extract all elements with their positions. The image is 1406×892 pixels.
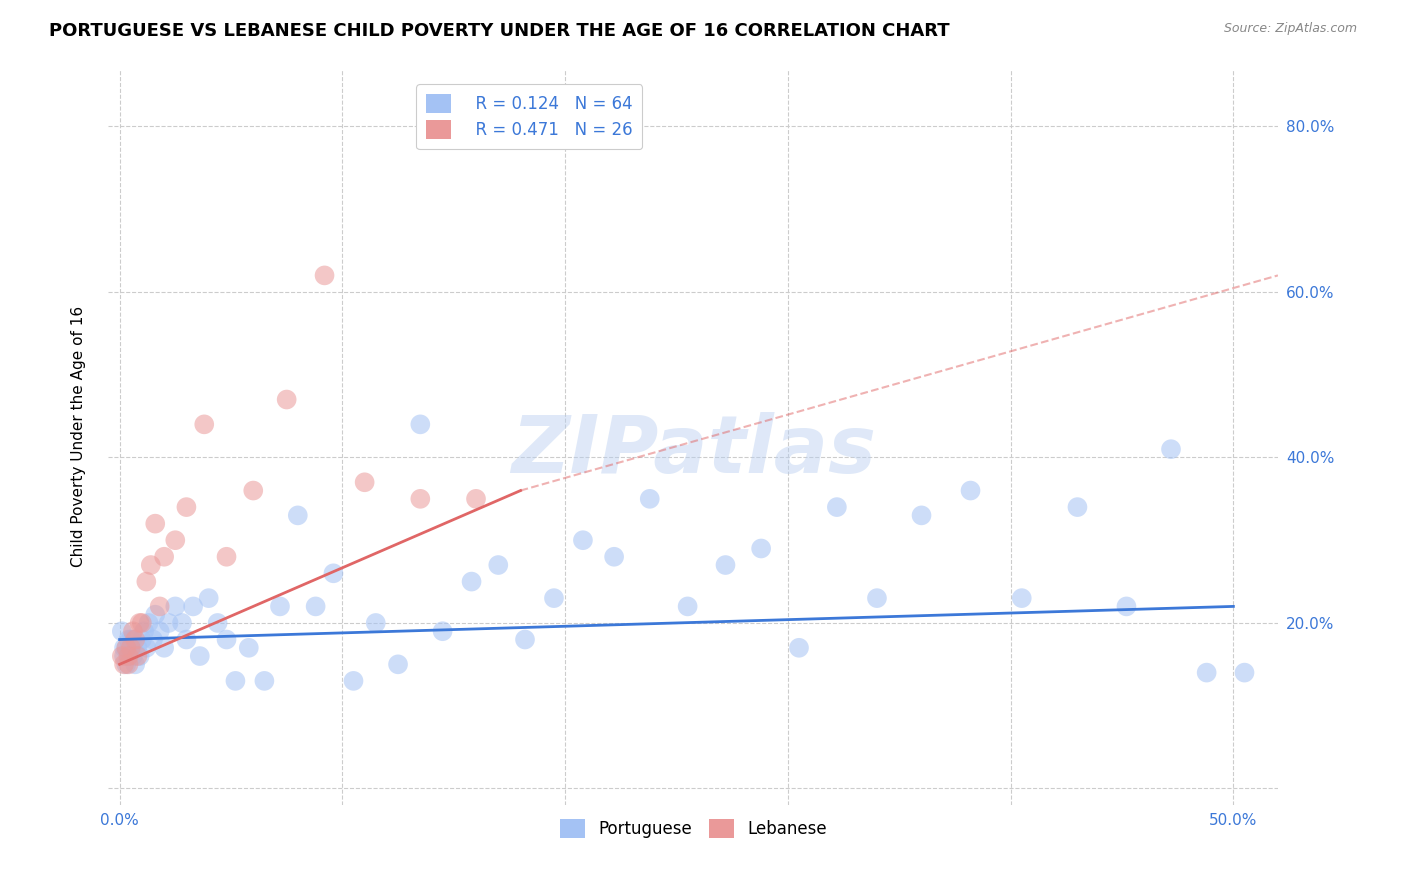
Point <box>207 615 229 630</box>
Point <box>513 632 536 647</box>
Point <box>910 508 932 523</box>
Point <box>432 624 454 639</box>
Point <box>122 648 145 663</box>
Point <box>409 417 432 432</box>
Point <box>143 607 166 622</box>
Point <box>117 648 139 663</box>
Point <box>276 392 298 407</box>
Point <box>465 491 488 506</box>
Point <box>149 624 172 639</box>
Point <box>111 648 134 663</box>
Text: Source: ZipAtlas.com: Source: ZipAtlas.com <box>1223 22 1357 36</box>
Point <box>117 657 139 672</box>
Point <box>287 508 309 523</box>
Point <box>131 615 153 630</box>
Point <box>149 599 172 614</box>
Point <box>353 475 375 490</box>
Point <box>170 615 193 630</box>
Point <box>387 657 409 672</box>
Point <box>1195 665 1218 680</box>
Point <box>115 640 138 655</box>
Point <box>127 648 149 663</box>
Point <box>120 640 142 655</box>
Point <box>342 673 364 688</box>
Point <box>115 657 138 672</box>
Point <box>165 599 187 614</box>
Point <box>224 673 246 688</box>
Point <box>638 491 661 506</box>
Point <box>135 574 157 589</box>
Point <box>486 558 509 572</box>
Point <box>112 640 135 655</box>
Point <box>135 640 157 655</box>
Point <box>825 500 848 515</box>
Point <box>749 541 772 556</box>
Point <box>131 632 153 647</box>
Point <box>364 615 387 630</box>
Point <box>138 615 160 630</box>
Point <box>165 533 187 548</box>
Point <box>787 640 810 655</box>
Point <box>1011 591 1033 606</box>
Point <box>714 558 737 572</box>
Point <box>139 558 162 572</box>
Point <box>1160 442 1182 457</box>
Legend: Portuguese, Lebanese: Portuguese, Lebanese <box>553 812 834 845</box>
Point <box>304 599 326 614</box>
Point <box>127 640 149 655</box>
Text: PORTUGUESE VS LEBANESE CHILD POVERTY UNDER THE AGE OF 16 CORRELATION CHART: PORTUGUESE VS LEBANESE CHILD POVERTY UND… <box>49 22 950 40</box>
Point <box>188 648 211 663</box>
Point <box>242 483 264 498</box>
Point <box>176 500 198 515</box>
Point <box>117 648 139 663</box>
Y-axis label: Child Poverty Under the Age of 16: Child Poverty Under the Age of 16 <box>72 306 86 567</box>
Point <box>176 632 198 647</box>
Point <box>603 549 626 564</box>
Point <box>1066 500 1088 515</box>
Point <box>460 574 482 589</box>
Point <box>1115 599 1137 614</box>
Point <box>238 640 260 655</box>
Point <box>124 657 146 672</box>
Point <box>572 533 595 548</box>
Point <box>193 417 215 432</box>
Point <box>122 624 145 639</box>
Point <box>197 591 219 606</box>
Point <box>120 632 142 647</box>
Point <box>157 615 180 630</box>
Text: ZIPatlas: ZIPatlas <box>510 412 876 491</box>
Point <box>269 599 291 614</box>
Point <box>959 483 981 498</box>
Point <box>128 648 150 663</box>
Point <box>543 591 565 606</box>
Point <box>1233 665 1256 680</box>
Point <box>314 268 336 283</box>
Point <box>215 632 238 647</box>
Point <box>181 599 204 614</box>
Point <box>153 640 176 655</box>
Point <box>112 657 135 672</box>
Point <box>143 516 166 531</box>
Point <box>115 640 138 655</box>
Point <box>322 566 344 581</box>
Point <box>112 648 135 663</box>
Point <box>676 599 699 614</box>
Point <box>128 615 150 630</box>
Point <box>215 549 238 564</box>
Point <box>866 591 889 606</box>
Point <box>253 673 276 688</box>
Point <box>120 640 142 655</box>
Point <box>153 549 176 564</box>
Point <box>111 624 134 639</box>
Point <box>117 632 139 647</box>
Point <box>409 491 432 506</box>
Point <box>122 632 145 647</box>
Point <box>124 632 146 647</box>
Point <box>142 632 165 647</box>
Point <box>132 624 155 639</box>
